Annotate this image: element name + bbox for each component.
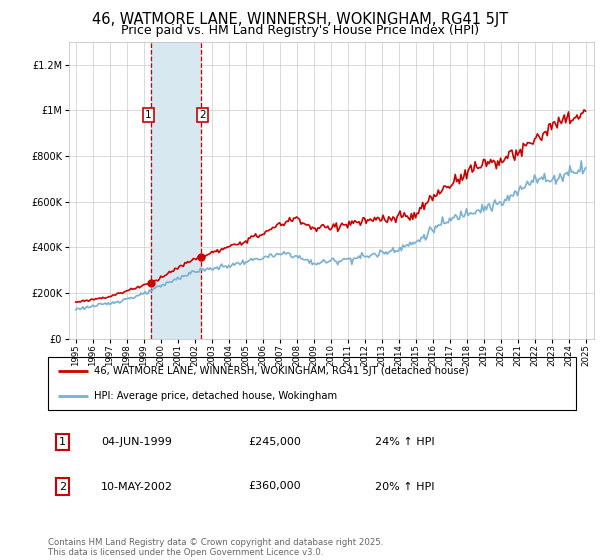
Text: 2: 2 [59,482,67,492]
Text: £360,000: £360,000 [248,482,301,492]
Text: 20% ↑ HPI: 20% ↑ HPI [376,482,435,492]
Text: 24% ↑ HPI: 24% ↑ HPI [376,437,435,447]
Text: 46, WATMORE LANE, WINNERSH, WOKINGHAM, RG41 5JT: 46, WATMORE LANE, WINNERSH, WOKINGHAM, R… [92,12,508,27]
Text: 04-JUN-1999: 04-JUN-1999 [101,437,172,447]
Text: 1: 1 [145,110,152,120]
Text: 10-MAY-2002: 10-MAY-2002 [101,482,173,492]
Text: 1: 1 [59,437,66,447]
Text: 2: 2 [199,110,206,120]
Text: HPI: Average price, detached house, Wokingham: HPI: Average price, detached house, Woki… [94,391,338,401]
Text: 46, WATMORE LANE, WINNERSH, WOKINGHAM, RG41 5JT (detached house): 46, WATMORE LANE, WINNERSH, WOKINGHAM, R… [94,366,469,376]
Bar [151,42,201,339]
Text: Price paid vs. HM Land Registry's House Price Index (HPI): Price paid vs. HM Land Registry's House … [121,24,479,37]
Text: £245,000: £245,000 [248,437,302,447]
Text: Contains HM Land Registry data © Crown copyright and database right 2025.
This d: Contains HM Land Registry data © Crown c… [48,538,383,557]
